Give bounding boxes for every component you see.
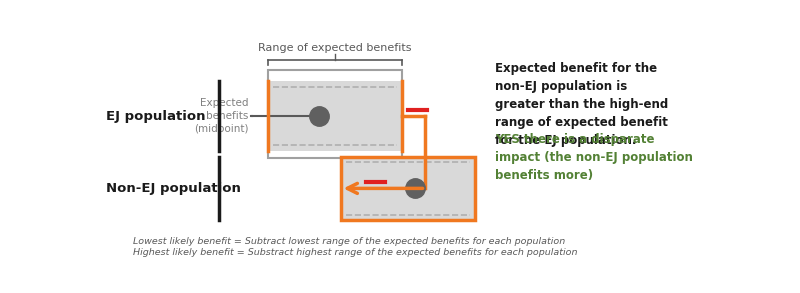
Text: Non-EJ population: Non-EJ population	[106, 182, 241, 195]
Text: Lowest likely benefit = Subtract lowest range of the expected benefits for each : Lowest likely benefit = Subtract lowest …	[133, 237, 565, 246]
Text: Range of expected benefits: Range of expected benefits	[258, 43, 412, 53]
Bar	[267, 70, 402, 158]
Text: YES there is a disparate
impact (the non-EJ population
benefits more): YES there is a disparate impact (the non…	[494, 133, 693, 182]
Text: Highest likely benefit = Substract highest range of the expected benefits for ea: Highest likely benefit = Substract highe…	[133, 248, 578, 257]
Text: Expected benefit for the
non-EJ population is
greater than the high-end
range of: Expected benefit for the non-EJ populati…	[494, 62, 668, 147]
Text: EJ population: EJ population	[106, 110, 206, 122]
Bar	[341, 157, 475, 220]
Text: Expected
benefits
(midpoint): Expected benefits (midpoint)	[194, 98, 248, 134]
Bar	[267, 81, 402, 151]
Bar	[341, 157, 475, 220]
